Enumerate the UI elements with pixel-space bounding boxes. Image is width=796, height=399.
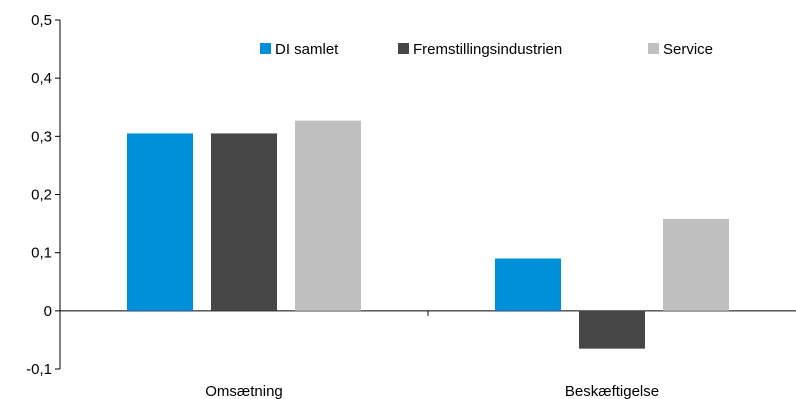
y-axis-ticks: 0,5 0,4 0,3 0,2 0,1 0 -0,1 (26, 12, 60, 378)
y-tick-label: 0,2 (31, 187, 52, 204)
legend-swatch (260, 43, 271, 54)
legend-label: Fremstillingsindustrien (413, 41, 562, 58)
legend: DI samlet Fremstillingsindustrien Service (260, 41, 713, 58)
y-tick-label: 0,5 (31, 12, 52, 29)
bar (579, 310, 645, 349)
legend-label: Service (663, 41, 713, 58)
y-tick-label: 0,1 (31, 245, 52, 262)
bar (295, 120, 361, 311)
legend-label: DI samlet (275, 41, 339, 58)
y-tick-label: 0 (44, 303, 52, 320)
legend-swatch (648, 43, 659, 54)
bar (663, 218, 729, 311)
category-labels: Omsætning Beskæftigelse (205, 383, 659, 399)
bar (127, 133, 193, 311)
bar (211, 133, 277, 311)
bars (127, 120, 729, 349)
y-tick-label: -0,1 (26, 361, 52, 378)
y-tick-label: 0,3 (31, 128, 52, 145)
bar (495, 258, 561, 311)
category-label: Beskæftigelse (565, 383, 659, 399)
y-tick-label: 0,4 (31, 70, 52, 87)
category-label: Omsætning (205, 383, 283, 399)
legend-swatch (398, 43, 409, 54)
